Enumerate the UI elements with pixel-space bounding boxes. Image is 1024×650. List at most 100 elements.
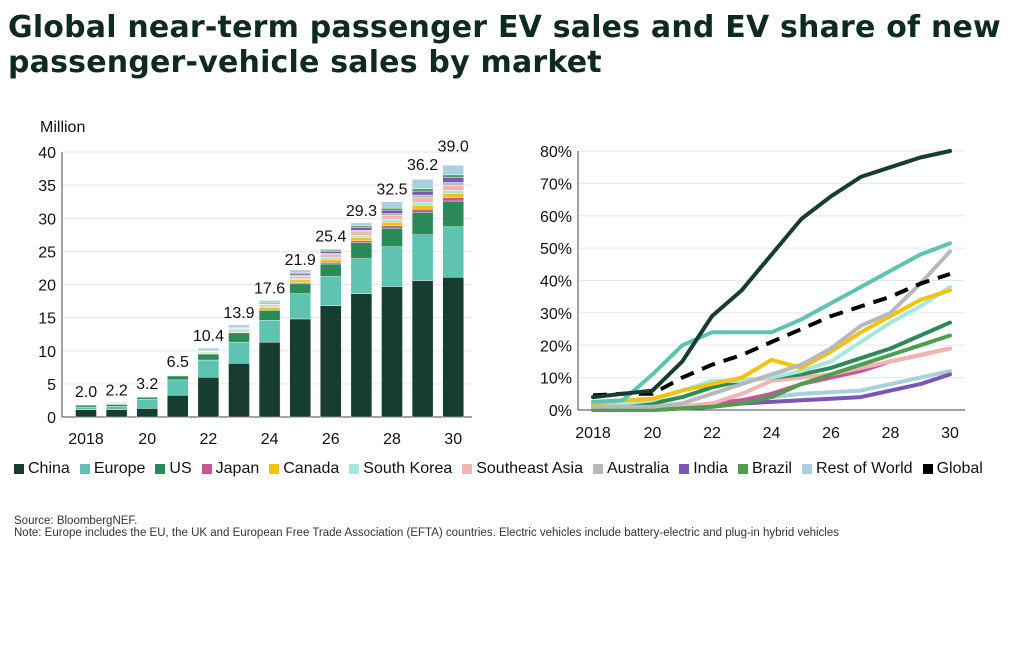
legend-label: Canada bbox=[283, 460, 340, 477]
bar-segment-india-2029 bbox=[411, 190, 434, 196]
bar-segment-europe-2018 bbox=[75, 406, 97, 410]
legend-swatch bbox=[201, 464, 212, 474]
legend-label: Europe bbox=[93, 460, 146, 477]
bar-segment-us-2026 bbox=[320, 263, 342, 277]
bar-segment-us-2024 bbox=[258, 310, 281, 321]
x-tick-label: 22 bbox=[703, 425, 721, 442]
y-tick-label: 35 bbox=[38, 178, 56, 195]
stacked-bar-chart: Million 0 5 10 15 20 25 30 35 40 2.0 2018 2.2 3.2 20 6.… bbox=[38, 119, 472, 448]
bar-segment-india-2027 bbox=[350, 227, 373, 231]
line-series-global bbox=[592, 272, 951, 398]
y-tick-label: 15 bbox=[38, 311, 56, 328]
bar-segment-china-2021 bbox=[167, 394, 189, 418]
legend-label: China bbox=[28, 460, 70, 477]
bar-segment-southeast-asia-2030 bbox=[442, 185, 464, 191]
legend-item-india: India bbox=[679, 460, 728, 478]
bar-segment-rest-of-world-2025 bbox=[289, 269, 311, 274]
bar-segment-south-korea-2025 bbox=[289, 278, 311, 281]
y-tick-label: 30% bbox=[540, 306, 572, 323]
bar-total-label-2018: 2.0 bbox=[75, 384, 97, 401]
bar-segment-canada-2026 bbox=[320, 259, 342, 263]
bar-segment-us-2020 bbox=[136, 396, 158, 400]
bar-segment-canada-2024 bbox=[258, 307, 281, 310]
x-tick-label: 2018 bbox=[575, 425, 611, 442]
legend-item-china: China bbox=[14, 460, 70, 478]
bar-segment-europe-2020 bbox=[136, 398, 158, 409]
bar-segment-brazil-2030 bbox=[442, 174, 464, 178]
bar-total-label-2019: 2.2 bbox=[105, 382, 127, 399]
y-tick-label: 5 bbox=[47, 377, 56, 394]
legend-swatch bbox=[592, 464, 603, 474]
page-title: Global near-term passenger EV sales and … bbox=[8, 10, 1001, 80]
bar-total-label-2023: 13.9 bbox=[223, 305, 254, 322]
bar-segment-australia-2028 bbox=[381, 213, 403, 216]
bar-segment-rest-of-world-2027 bbox=[350, 222, 373, 227]
bar-segment-us-2027 bbox=[350, 242, 373, 259]
line-chart: 0% 10% 20% 30% 40% 50% 60% 70% 80% 2018 20 22 24 26 28… bbox=[540, 144, 965, 442]
legend-swatch bbox=[14, 464, 24, 474]
bar-segment-china-2030 bbox=[442, 277, 464, 418]
bar-segment-india-2026 bbox=[320, 251, 342, 254]
x-tick-label: 20 bbox=[138, 431, 156, 448]
bar-segment-southeast-asia-2029 bbox=[411, 197, 434, 203]
line-series-china bbox=[591, 149, 952, 400]
bar-total-label-2022: 10.4 bbox=[193, 328, 224, 345]
bar-segment-us-2021 bbox=[167, 375, 189, 381]
bar-segment-us-2018 bbox=[75, 404, 97, 408]
bar-segment-india-2030 bbox=[442, 177, 464, 183]
bar-segment-rest-of-world-2022 bbox=[197, 347, 220, 351]
bar-segment-south-korea-2028 bbox=[381, 219, 403, 223]
y-tick-label: 10% bbox=[540, 371, 572, 388]
y-tick-label: 10 bbox=[38, 344, 56, 361]
source-block: Source: BloombergNEF. Note: Europe inclu… bbox=[14, 515, 839, 539]
bar-segment-europe-2023 bbox=[228, 341, 250, 364]
legend-item-global: Global bbox=[922, 460, 983, 478]
bar-segment-canada-2027 bbox=[350, 237, 373, 241]
x-tick-label: 30 bbox=[444, 431, 462, 448]
note-text: Note: Europe includes the EU, the UK and… bbox=[14, 527, 840, 539]
bar-total-label-2020: 3.2 bbox=[136, 376, 158, 393]
bar-segment-us-2028 bbox=[381, 227, 403, 247]
bar-segment-europe-2021 bbox=[167, 379, 189, 396]
legend-item-south-korea: South Korea bbox=[349, 460, 452, 478]
bar-segment-brazil-2027 bbox=[350, 225, 373, 228]
bar-segment-europe-2025 bbox=[289, 293, 311, 320]
y-tick-label: 30 bbox=[38, 211, 56, 228]
y-tick-label: 40% bbox=[540, 274, 572, 291]
bar-segment-rest-of-world-2024 bbox=[258, 300, 281, 303]
bar-segment-canada-2025 bbox=[289, 279, 311, 283]
bar-total-label-2026: 25.4 bbox=[315, 229, 346, 246]
bar-total-label-2030: 39.0 bbox=[438, 139, 469, 156]
legend-item-australia: Australia bbox=[592, 460, 669, 478]
bar-segment-canada-2028 bbox=[381, 222, 403, 227]
y-tick-label: 80% bbox=[540, 144, 572, 161]
legend-item-brazil: Brazil bbox=[737, 460, 792, 478]
bar-segment-south-korea-2030 bbox=[442, 190, 464, 194]
x-tick-label: 26 bbox=[822, 425, 840, 442]
bar-segment-us-2029 bbox=[411, 212, 434, 236]
legend-label: Rest of World bbox=[815, 460, 913, 477]
bar-segment-europe-2026 bbox=[320, 276, 342, 306]
y-tick-label: 20% bbox=[540, 338, 572, 355]
bar-segment-southeast-asia-2026 bbox=[320, 254, 342, 258]
legend-item-europe: Europe bbox=[79, 460, 146, 478]
legend-swatch bbox=[349, 464, 360, 474]
y-axis-title: Million bbox=[40, 119, 85, 136]
x-tick-label: 2018 bbox=[68, 431, 104, 448]
x-tick-label: 24 bbox=[261, 431, 279, 448]
bar-segment-rest-of-world-2018 bbox=[75, 403, 97, 405]
bar-segment-rest-of-world-2026 bbox=[320, 248, 342, 251]
bar-segment-southeast-asia-2025 bbox=[289, 276, 311, 279]
legend-label: Japan bbox=[215, 460, 260, 477]
bar-segment-rest-of-world-2028 bbox=[381, 201, 403, 209]
source-text: Source: BloombergNEF. bbox=[14, 515, 138, 527]
x-tick-label: 26 bbox=[322, 431, 340, 448]
bar-segment-china-2029 bbox=[411, 280, 434, 418]
bar-segment-canada-2030 bbox=[442, 193, 464, 198]
bar-segment-china-2018 bbox=[75, 409, 97, 418]
bar-segment-europe-2028 bbox=[381, 246, 403, 287]
bar-segment-china-2023 bbox=[228, 363, 250, 418]
bar-segment-china-2020 bbox=[136, 408, 158, 418]
legend-label: India bbox=[693, 460, 728, 477]
x-tick-label: 28 bbox=[383, 431, 401, 448]
